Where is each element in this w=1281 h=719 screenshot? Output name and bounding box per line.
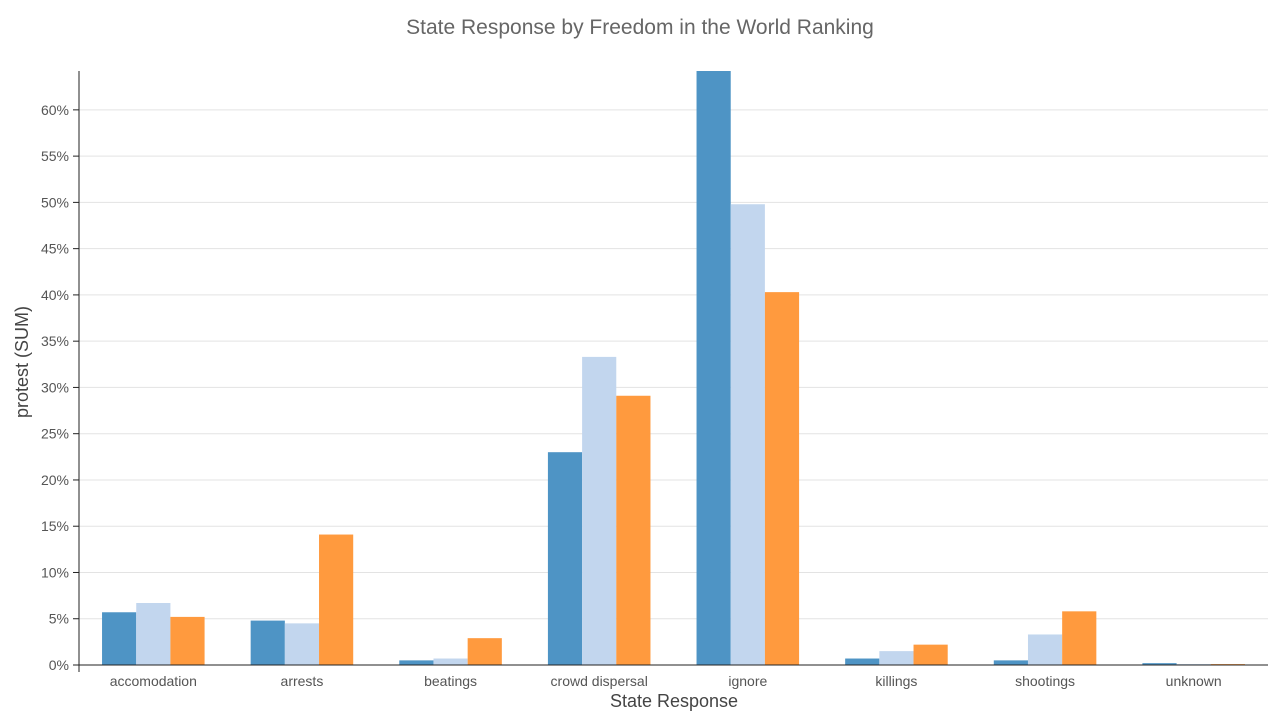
y-tick-label: 25% bbox=[41, 426, 69, 442]
bar-arrests-series-1 bbox=[250, 620, 285, 665]
y-tick-label: 45% bbox=[41, 241, 69, 257]
y-tick-label: 60% bbox=[41, 102, 69, 118]
x-tick-label: ignore bbox=[728, 673, 767, 689]
bar-ignore-series-2 bbox=[730, 204, 765, 665]
bar-arrests-series-3 bbox=[319, 534, 354, 665]
bar-accomodation-series-3 bbox=[170, 616, 205, 665]
chart-title: State Response by Freedom in the World R… bbox=[406, 16, 874, 39]
bar-beatings-series-3 bbox=[467, 638, 502, 665]
y-tick-label: 30% bbox=[41, 379, 69, 395]
x-axis-title: State Response bbox=[610, 691, 738, 711]
bar-accomodation-series-1 bbox=[102, 612, 137, 665]
bar-shootings-series-3 bbox=[1062, 611, 1097, 665]
y-tick-label: 35% bbox=[41, 333, 69, 349]
grid-lines bbox=[79, 109, 1268, 620]
bar-shootings-series-2 bbox=[1027, 634, 1063, 665]
y-tick-label: 5% bbox=[49, 611, 69, 627]
x-tick-label: accomodation bbox=[110, 673, 197, 689]
y-tick-label: 10% bbox=[41, 564, 69, 580]
y-tick-label: 20% bbox=[41, 472, 69, 488]
bar-unknown-series-1 bbox=[1142, 663, 1177, 665]
bar-beatings-series-1 bbox=[399, 660, 434, 665]
x-tick-label: shootings bbox=[1015, 673, 1075, 689]
bar-killings-series-1 bbox=[845, 658, 880, 665]
y-axis: 0% 5% 10% 15% 20% 25% 30% 35% 40% 45% 50% 55% 60% bbox=[41, 71, 80, 673]
x-tick-label: killings bbox=[875, 673, 917, 689]
x-axis: accomodation arrests beatings crowd dispers… bbox=[78, 664, 1268, 689]
x-tick-label: arrests bbox=[281, 673, 324, 689]
bar-ignore-series-3 bbox=[764, 292, 800, 665]
y-tick-label: 0% bbox=[49, 657, 69, 673]
bar-killings-series-2 bbox=[879, 651, 914, 665]
bars bbox=[102, 71, 1245, 665]
y-axis-title: protest (SUM) bbox=[12, 306, 32, 418]
x-tick-label: unknown bbox=[1166, 673, 1222, 689]
bar-beatings-series-2 bbox=[433, 658, 468, 665]
bar-ignore-series-1 bbox=[696, 71, 731, 665]
bar-crowd-dispersal-series-3 bbox=[616, 395, 651, 665]
bar-arrests-series-2 bbox=[284, 623, 320, 665]
x-tick-label: beatings bbox=[424, 673, 477, 689]
bar-shootings-series-1 bbox=[993, 660, 1028, 665]
y-tick-label: 15% bbox=[41, 518, 69, 534]
bar-crowd-dispersal-series-1 bbox=[547, 452, 583, 665]
bar-crowd-dispersal-series-2 bbox=[582, 356, 617, 665]
x-tick-label: crowd dispersal bbox=[551, 673, 648, 689]
bar-accomodation-series-2 bbox=[136, 603, 171, 665]
bar-killings-series-3 bbox=[913, 644, 948, 665]
y-tick-label: 40% bbox=[41, 287, 69, 303]
y-tick-label: 50% bbox=[41, 194, 69, 210]
y-tick-label: 55% bbox=[41, 148, 69, 164]
